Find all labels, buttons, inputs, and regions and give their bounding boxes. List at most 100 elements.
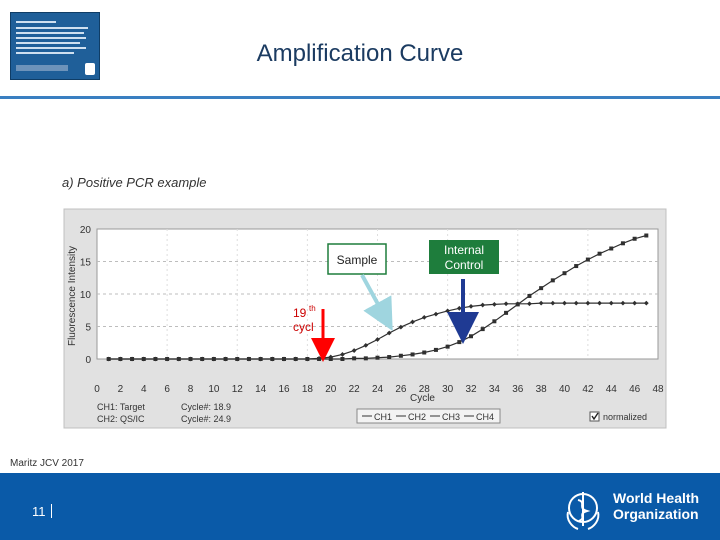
data-point-ch2 bbox=[609, 246, 614, 251]
data-point-ch2 bbox=[597, 251, 602, 256]
data-point-ch2 bbox=[153, 357, 158, 361]
who-logo-line2: Organization bbox=[613, 506, 699, 522]
data-point-ch2 bbox=[188, 357, 193, 361]
sample-arrow bbox=[360, 274, 393, 332]
data-point-ch2 bbox=[165, 357, 170, 361]
x-tick-label: 10 bbox=[208, 384, 220, 395]
data-point-ch2 bbox=[305, 357, 310, 361]
report-cover-thumbnail bbox=[10, 12, 100, 80]
citation: Maritz JCV 2017 bbox=[10, 458, 84, 469]
data-point-ch2 bbox=[223, 357, 228, 361]
data-point-ch1 bbox=[527, 301, 532, 307]
internal-control-label-1: Internal bbox=[444, 243, 484, 257]
title-divider bbox=[0, 96, 720, 99]
data-point-ch1 bbox=[491, 302, 497, 307]
page-number-divider bbox=[51, 504, 52, 518]
data-point-ch1 bbox=[340, 352, 345, 357]
normalized-label: normalized bbox=[603, 412, 647, 422]
data-point-ch1 bbox=[421, 315, 427, 320]
x-tick-label: 0 bbox=[94, 384, 100, 395]
normalized-checkbox bbox=[589, 411, 600, 422]
data-point-ch2 bbox=[328, 357, 333, 361]
data-point-ch2 bbox=[141, 357, 146, 361]
x-tick-label: 40 bbox=[559, 384, 571, 395]
data-point-ch2 bbox=[632, 236, 637, 241]
x-tick-label: 44 bbox=[606, 384, 618, 395]
x-tick-label: 18 bbox=[302, 384, 314, 395]
data-point-ch1 bbox=[468, 303, 474, 309]
lock-icon bbox=[85, 63, 95, 75]
data-point-ch1 bbox=[375, 337, 380, 342]
info-ch1-label: CH1: Target bbox=[97, 402, 145, 412]
internal-control-label-2: Control bbox=[445, 258, 484, 272]
data-point-ch2 bbox=[644, 233, 649, 238]
x-tick-label: 22 bbox=[349, 384, 361, 395]
data-point-ch2 bbox=[480, 327, 485, 332]
y-tick-label: 5 bbox=[85, 323, 91, 334]
data-point-ch1 bbox=[608, 300, 614, 306]
data-point-ch2 bbox=[270, 357, 275, 361]
data-point-ch1 bbox=[573, 300, 579, 306]
x-tick-label: 36 bbox=[512, 384, 524, 395]
data-point-ch2 bbox=[258, 357, 263, 361]
data-point-ch2 bbox=[118, 357, 123, 361]
data-point-ch1 bbox=[550, 300, 556, 306]
x-tick-label: 16 bbox=[278, 384, 290, 395]
x-tick-label: 48 bbox=[652, 384, 664, 395]
data-point-ch1 bbox=[585, 300, 591, 306]
data-point-ch2 bbox=[422, 350, 427, 355]
internal-control-box bbox=[429, 240, 499, 274]
data-point-ch2 bbox=[375, 355, 380, 360]
sample-box bbox=[327, 243, 387, 275]
data-point-ch2 bbox=[293, 357, 298, 361]
legend-entry: CH3 bbox=[442, 412, 460, 422]
data-point-ch2 bbox=[527, 293, 532, 298]
legend-entry: CH2 bbox=[408, 412, 426, 422]
data-point-ch2 bbox=[457, 340, 462, 345]
x-tick-label: 26 bbox=[395, 384, 407, 395]
data-point-ch2 bbox=[387, 355, 392, 360]
data-point-ch1 bbox=[632, 300, 638, 306]
info-ch2-cycle: Cycle#: 24.9 bbox=[181, 414, 231, 424]
data-point-ch2 bbox=[469, 334, 473, 339]
x-tick-label: 14 bbox=[255, 384, 267, 395]
figure-subtitle: a) Positive PCR example bbox=[62, 175, 207, 190]
x-tick-label: 2 bbox=[118, 384, 124, 395]
y-tick-label: 0 bbox=[85, 355, 91, 366]
who-emblem-icon bbox=[566, 492, 600, 530]
y-tick-label: 15 bbox=[80, 258, 92, 269]
data-point-ch1 bbox=[433, 311, 439, 317]
data-point-ch2 bbox=[410, 352, 415, 357]
data-point-ch2 bbox=[562, 271, 567, 276]
legend-entry: CH1 bbox=[374, 412, 392, 422]
y-tick-label: 20 bbox=[80, 225, 92, 236]
checkmark-icon bbox=[591, 412, 599, 421]
x-tick-label: 24 bbox=[372, 384, 384, 395]
data-point-ch2 bbox=[340, 357, 345, 361]
x-tick-label: 34 bbox=[489, 384, 501, 395]
cycle-label: 19 bbox=[293, 306, 307, 320]
x-tick-label: 6 bbox=[164, 384, 170, 395]
data-point-ch1 bbox=[503, 301, 509, 307]
x-tick-label: 38 bbox=[536, 384, 548, 395]
x-tick-label: 30 bbox=[442, 384, 454, 395]
cycle-label-superscript: th bbox=[309, 304, 316, 313]
data-point-ch2 bbox=[585, 257, 590, 262]
legend-box bbox=[356, 408, 501, 424]
data-point-ch2 bbox=[398, 353, 403, 358]
data-point-ch1 bbox=[597, 300, 602, 306]
data-point-ch2 bbox=[620, 241, 625, 246]
data-point-ch2 bbox=[445, 344, 450, 349]
data-point-ch2 bbox=[200, 357, 205, 361]
data-point-ch1 bbox=[480, 302, 486, 308]
data-point-ch1 bbox=[620, 300, 626, 306]
data-point-ch2 bbox=[504, 310, 509, 315]
data-point-ch2 bbox=[492, 319, 497, 324]
legend-entry: CH4 bbox=[476, 412, 494, 422]
cycle-label-line2: cycl bbox=[293, 320, 314, 334]
y-tick-label: 10 bbox=[80, 290, 92, 301]
data-point-ch2 bbox=[317, 357, 322, 361]
data-point-ch1 bbox=[562, 300, 567, 306]
x-tick-label: 42 bbox=[582, 384, 594, 395]
